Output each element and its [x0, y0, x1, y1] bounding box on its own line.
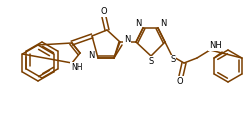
Text: S: S: [170, 55, 176, 65]
Text: O: O: [101, 8, 107, 17]
Text: O: O: [177, 76, 183, 86]
Text: S: S: [148, 57, 154, 65]
Text: N: N: [124, 36, 130, 44]
Text: N: N: [88, 51, 94, 61]
Text: N: N: [135, 19, 141, 27]
Text: N: N: [160, 19, 166, 27]
Text: NH: NH: [71, 63, 83, 72]
Text: NH: NH: [209, 42, 221, 51]
